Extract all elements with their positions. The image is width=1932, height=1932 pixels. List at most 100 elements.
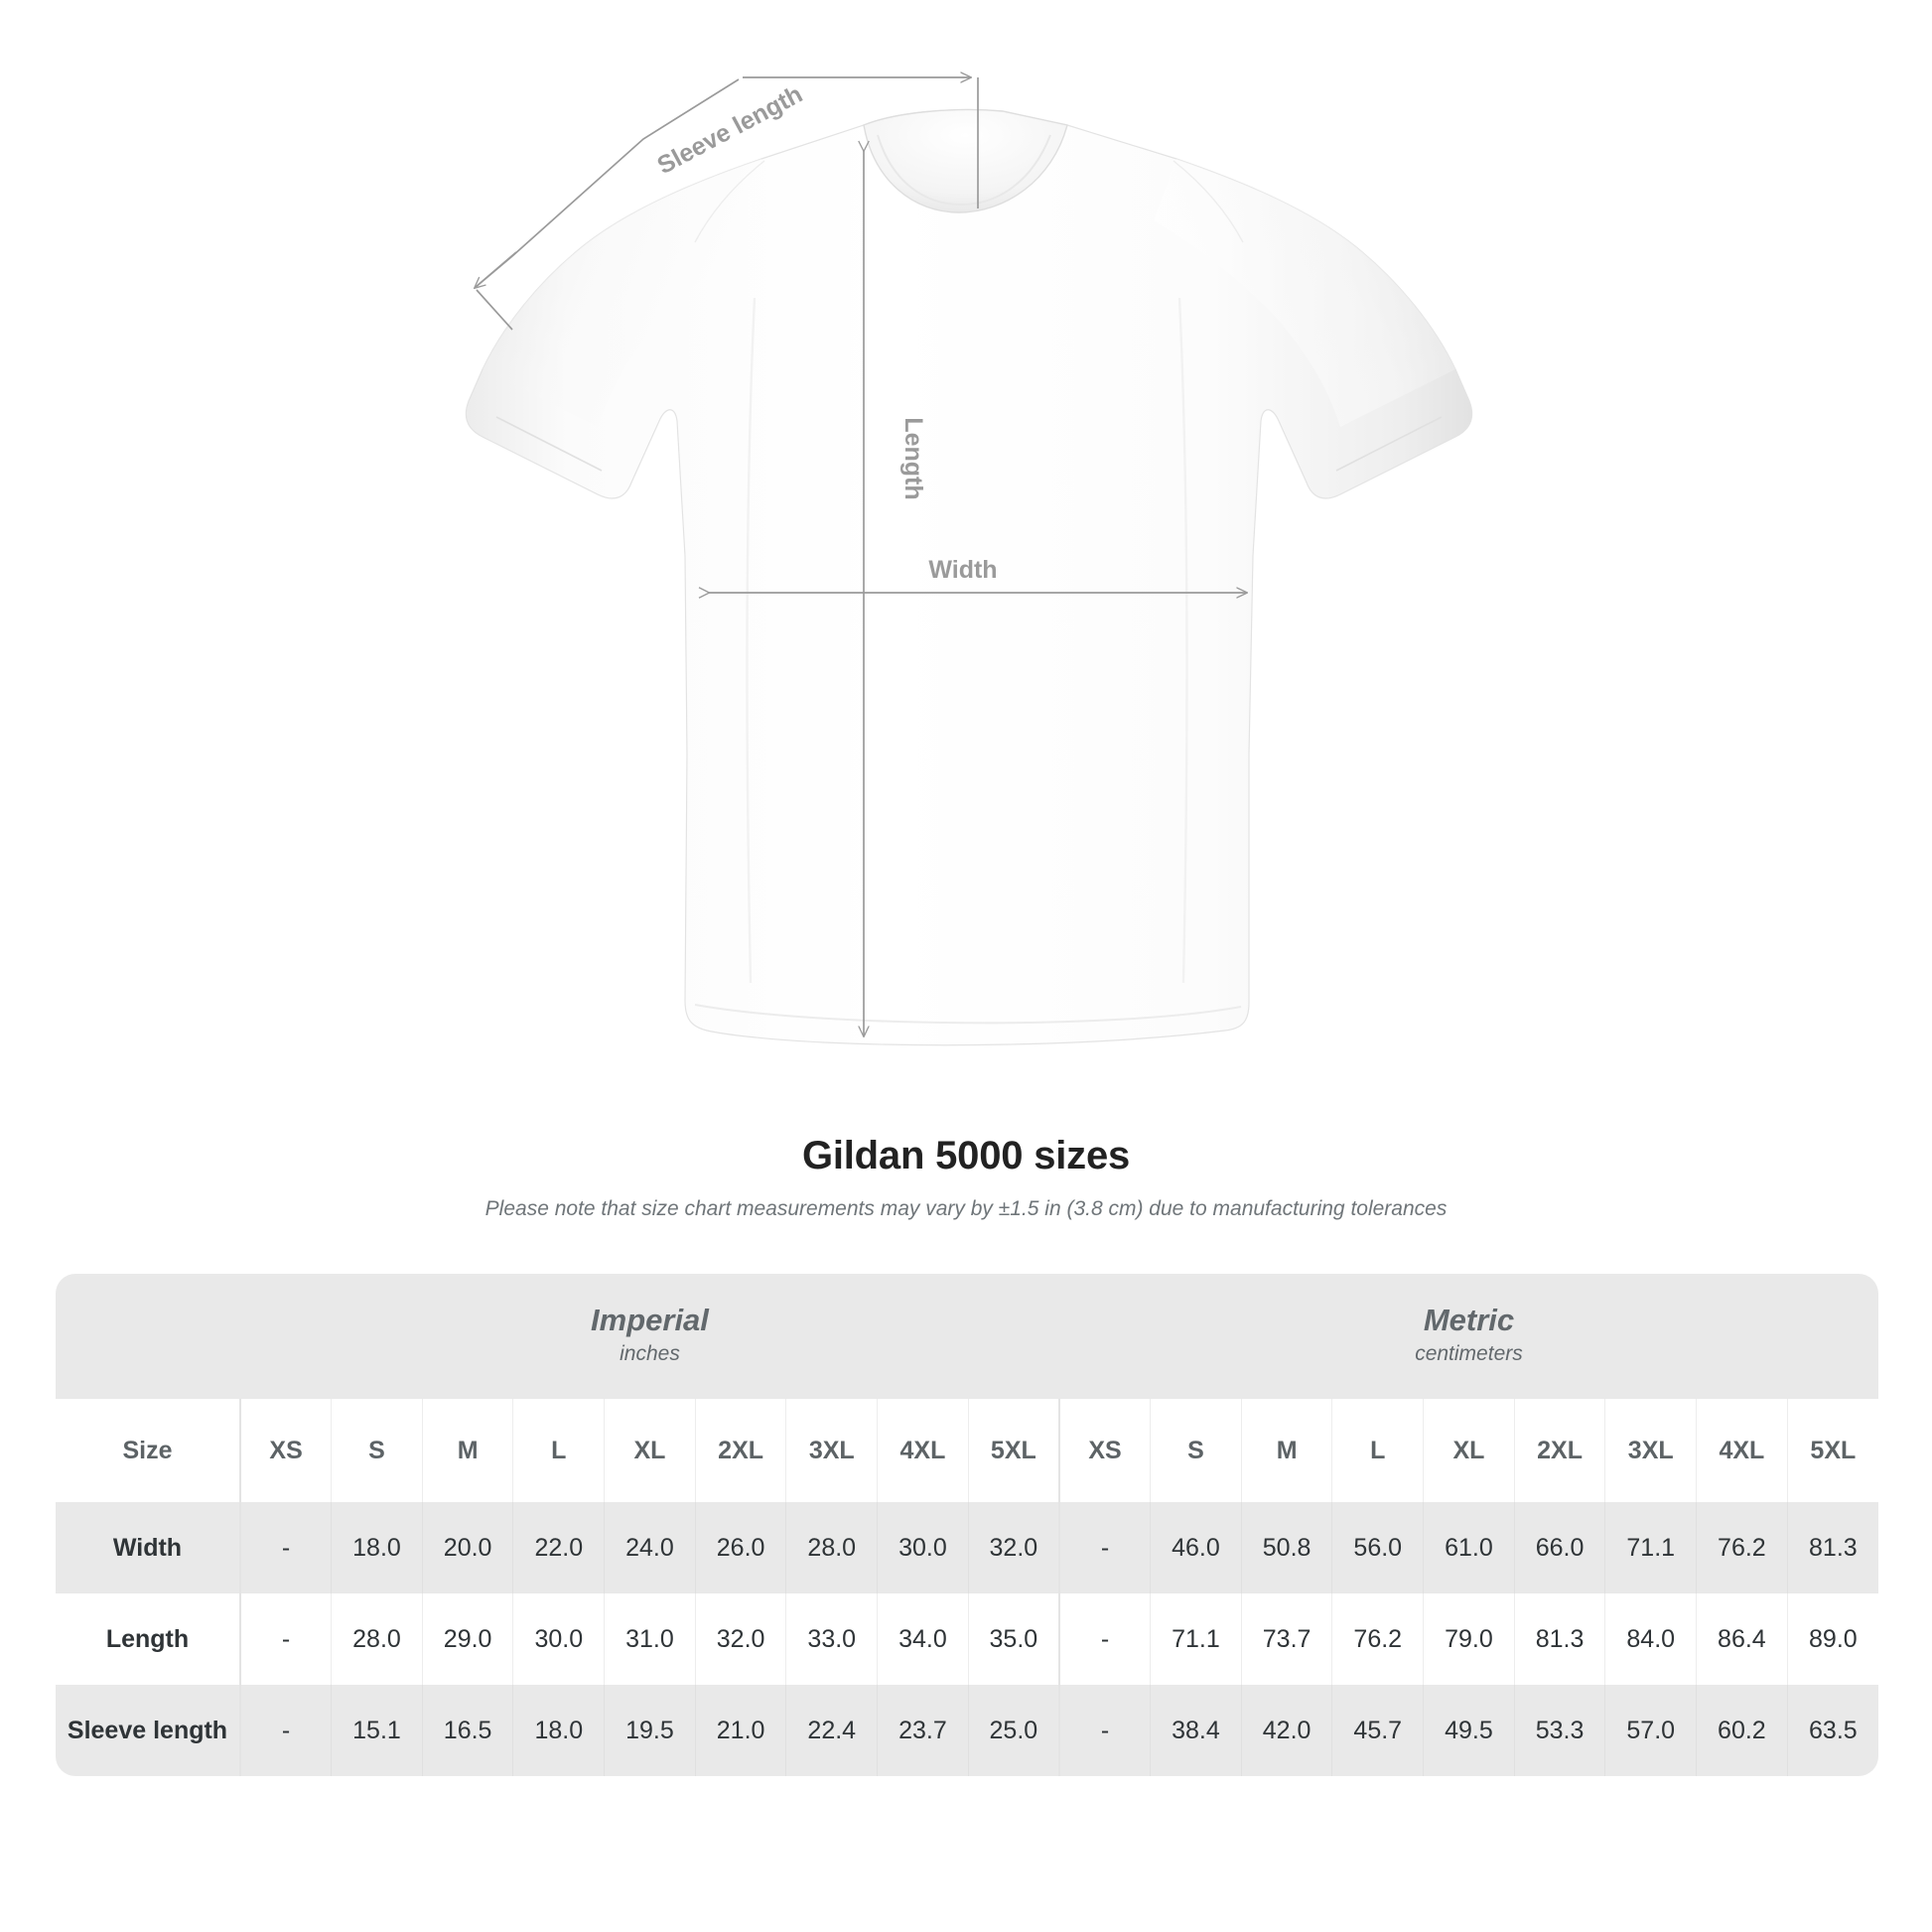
cell-length-metric-3xl: 84.0	[1604, 1593, 1698, 1685]
size-header-metric-4xl: 4XL	[1696, 1399, 1788, 1502]
cell-sleeve-length-metric-l: 45.7	[1331, 1685, 1425, 1776]
size-header-metric-l: L	[1331, 1399, 1425, 1502]
cell-sleeve-length-metric-m: 42.0	[1241, 1685, 1333, 1776]
cell-length-imperial-xl: 31.0	[604, 1593, 696, 1685]
cell-sleeve-length-imperial-m: 16.5	[422, 1685, 514, 1776]
unit-name-metric: Metric	[1423, 1303, 1515, 1338]
tshirt-body	[465, 108, 1473, 1046]
row-label-length: Length	[56, 1593, 241, 1685]
size-chart-table-wrapper: Imperial inches Metric centimeters Size X…	[56, 1274, 1878, 1776]
cell-width-metric-xl: 61.0	[1423, 1502, 1515, 1593]
cell-width-metric-5xl: 81.3	[1787, 1502, 1878, 1593]
unit-sub-imperial: inches	[620, 1342, 680, 1366]
unit-band-spacer	[56, 1274, 240, 1399]
tshirt-diagram: Sleeve length Length Width	[465, 0, 1473, 1046]
cell-width-imperial-s: 18.0	[331, 1502, 423, 1593]
cell-length-metric-2xl: 81.3	[1514, 1593, 1606, 1685]
cell-length-imperial-5xl: 35.0	[968, 1593, 1060, 1685]
cell-sleeve-length-imperial-4xl: 23.7	[877, 1685, 969, 1776]
cell-width-imperial-3xl: 28.0	[785, 1502, 879, 1593]
width-label: Width	[928, 556, 997, 584]
size-header-label: Size	[56, 1399, 241, 1502]
cell-sleeve-length-metric-5xl: 63.5	[1787, 1685, 1878, 1776]
cell-length-imperial-s: 28.0	[331, 1593, 423, 1685]
cell-length-metric-5xl: 89.0	[1787, 1593, 1878, 1685]
cell-sleeve-length-metric-2xl: 53.3	[1514, 1685, 1606, 1776]
cell-width-metric-2xl: 66.0	[1514, 1502, 1606, 1593]
size-header-metric-3xl: 3XL	[1604, 1399, 1698, 1502]
cell-length-imperial-m: 29.0	[422, 1593, 514, 1685]
unit-name-imperial: Imperial	[591, 1303, 709, 1338]
measurement-guides	[475, 77, 1247, 1036]
table-row: Width -18.0 20.0 22.0 24.0 26.0 28.0 30.0 32.0-4…	[56, 1502, 1878, 1593]
cell-width-metric-l: 56.0	[1331, 1502, 1425, 1593]
size-chart-table: Imperial inches Metric centimeters Size X…	[56, 1274, 1878, 1776]
cell-width-imperial-xl: 24.0	[604, 1502, 696, 1593]
unit-cell-imperial: Imperial inches	[240, 1274, 1059, 1399]
size-header-metric-5xl: 5XL	[1787, 1399, 1878, 1502]
cell-sleeve-length-metric-4xl: 60.2	[1696, 1685, 1788, 1776]
cell-width-metric-xs: -	[1058, 1502, 1152, 1593]
row-label-width: Width	[56, 1502, 241, 1593]
cell-sleeve-length-imperial-5xl: 25.0	[968, 1685, 1060, 1776]
length-label: Length	[899, 417, 927, 499]
cell-sleeve-length-imperial-l: 18.0	[512, 1685, 606, 1776]
cell-width-imperial-2xl: 26.0	[695, 1502, 787, 1593]
size-header-imperial-3xl: 3XL	[785, 1399, 879, 1502]
page-title: Gildan 5000 sizes	[801, 1134, 1131, 1177]
size-header-imperial-2xl: 2XL	[695, 1399, 787, 1502]
size-header-metric-xs: XS	[1058, 1399, 1152, 1502]
size-header-imperial-xs: XS	[240, 1399, 333, 1502]
cell-sleeve-length-imperial-xs: -	[240, 1685, 333, 1776]
cell-width-imperial-l: 22.0	[512, 1502, 606, 1593]
size-header-imperial-s: S	[331, 1399, 423, 1502]
cell-sleeve-length-metric-xs: -	[1058, 1685, 1152, 1776]
tolerance-note: Please note that size chart measurements…	[484, 1197, 1448, 1220]
size-header-row: Size XS S M L XL 2XL 3XL 4XL 5XL XS S M L XL 2XL 3XL 4XL 5…	[56, 1399, 1878, 1502]
cell-length-metric-4xl: 86.4	[1696, 1593, 1788, 1685]
cell-length-metric-xs: -	[1058, 1593, 1152, 1685]
size-header-metric-s: S	[1150, 1399, 1242, 1502]
cell-sleeve-length-imperial-xl: 19.5	[604, 1685, 696, 1776]
row-label-sleeve-length: Sleeve length	[56, 1685, 241, 1776]
cell-sleeve-length-imperial-2xl: 21.0	[695, 1685, 787, 1776]
cell-width-imperial-xs: -	[240, 1502, 333, 1593]
cell-width-metric-4xl: 76.2	[1696, 1502, 1788, 1593]
cell-sleeve-length-metric-xl: 49.5	[1423, 1685, 1515, 1776]
cell-sleeve-length-imperial-s: 15.1	[331, 1685, 423, 1776]
sleeve-guide-arrow-end	[475, 251, 517, 288]
unit-sub-metric: centimeters	[1415, 1342, 1523, 1366]
cell-length-imperial-xs: -	[240, 1593, 333, 1685]
size-header-imperial-5xl: 5XL	[968, 1399, 1060, 1502]
cell-width-metric-s: 46.0	[1150, 1502, 1242, 1593]
size-header-metric-2xl: 2XL	[1514, 1399, 1606, 1502]
cell-width-metric-3xl: 71.1	[1604, 1502, 1698, 1593]
cell-length-metric-m: 73.7	[1241, 1593, 1333, 1685]
heading-block: Gildan 5000 sizes Please note that size …	[0, 1132, 1932, 1222]
sleeve-length-guide	[475, 77, 979, 331]
cell-width-imperial-m: 20.0	[422, 1502, 514, 1593]
cell-length-imperial-3xl: 33.0	[785, 1593, 879, 1685]
size-header-imperial-4xl: 4XL	[877, 1399, 969, 1502]
size-header-imperial-xl: XL	[604, 1399, 696, 1502]
cell-length-imperial-2xl: 32.0	[695, 1593, 787, 1685]
cell-sleeve-length-metric-s: 38.4	[1150, 1685, 1242, 1776]
cell-length-metric-xl: 79.0	[1423, 1593, 1515, 1685]
unit-cell-metric: Metric centimeters	[1058, 1274, 1878, 1399]
cell-sleeve-length-metric-3xl: 57.0	[1604, 1685, 1698, 1776]
size-header-imperial-l: L	[512, 1399, 606, 1502]
unit-band-row: Imperial inches Metric centimeters	[56, 1274, 1878, 1399]
cell-length-metric-s: 71.1	[1150, 1593, 1242, 1685]
cell-length-metric-l: 76.2	[1331, 1593, 1425, 1685]
cell-length-imperial-l: 30.0	[512, 1593, 606, 1685]
cell-width-metric-m: 50.8	[1241, 1502, 1333, 1593]
size-header-metric-xl: XL	[1423, 1399, 1515, 1502]
table-row: Length -28.0 29.0 30.0 31.0 32.0 33.0 34.0 35.0-…	[56, 1593, 1878, 1685]
cell-width-imperial-5xl: 32.0	[968, 1502, 1060, 1593]
cell-width-imperial-4xl: 30.0	[877, 1502, 969, 1593]
cell-length-imperial-4xl: 34.0	[877, 1593, 969, 1685]
sleeve-guide-tick-end	[476, 289, 513, 331]
size-header-imperial-m: M	[422, 1399, 514, 1502]
size-header-metric-m: M	[1241, 1399, 1333, 1502]
